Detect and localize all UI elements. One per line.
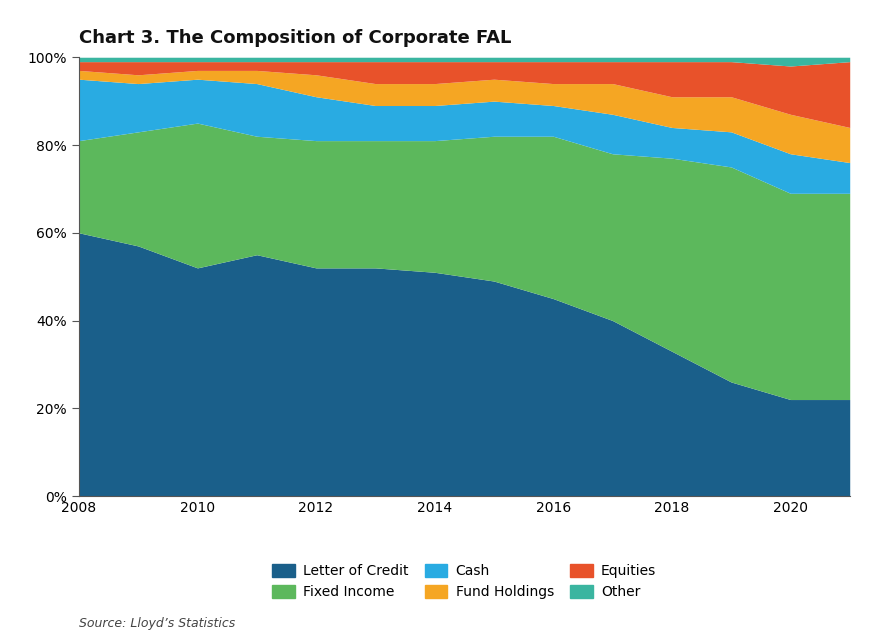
- Legend: Letter of Credit, Fixed Income, Cash, Fund Holdings, Equities, Other: Letter of Credit, Fixed Income, Cash, Fu…: [272, 565, 656, 599]
- Text: Chart 3. The Composition of Corporate FAL: Chart 3. The Composition of Corporate FA…: [79, 29, 512, 47]
- Text: Source: Lloyd’s Statistics: Source: Lloyd’s Statistics: [79, 617, 235, 630]
